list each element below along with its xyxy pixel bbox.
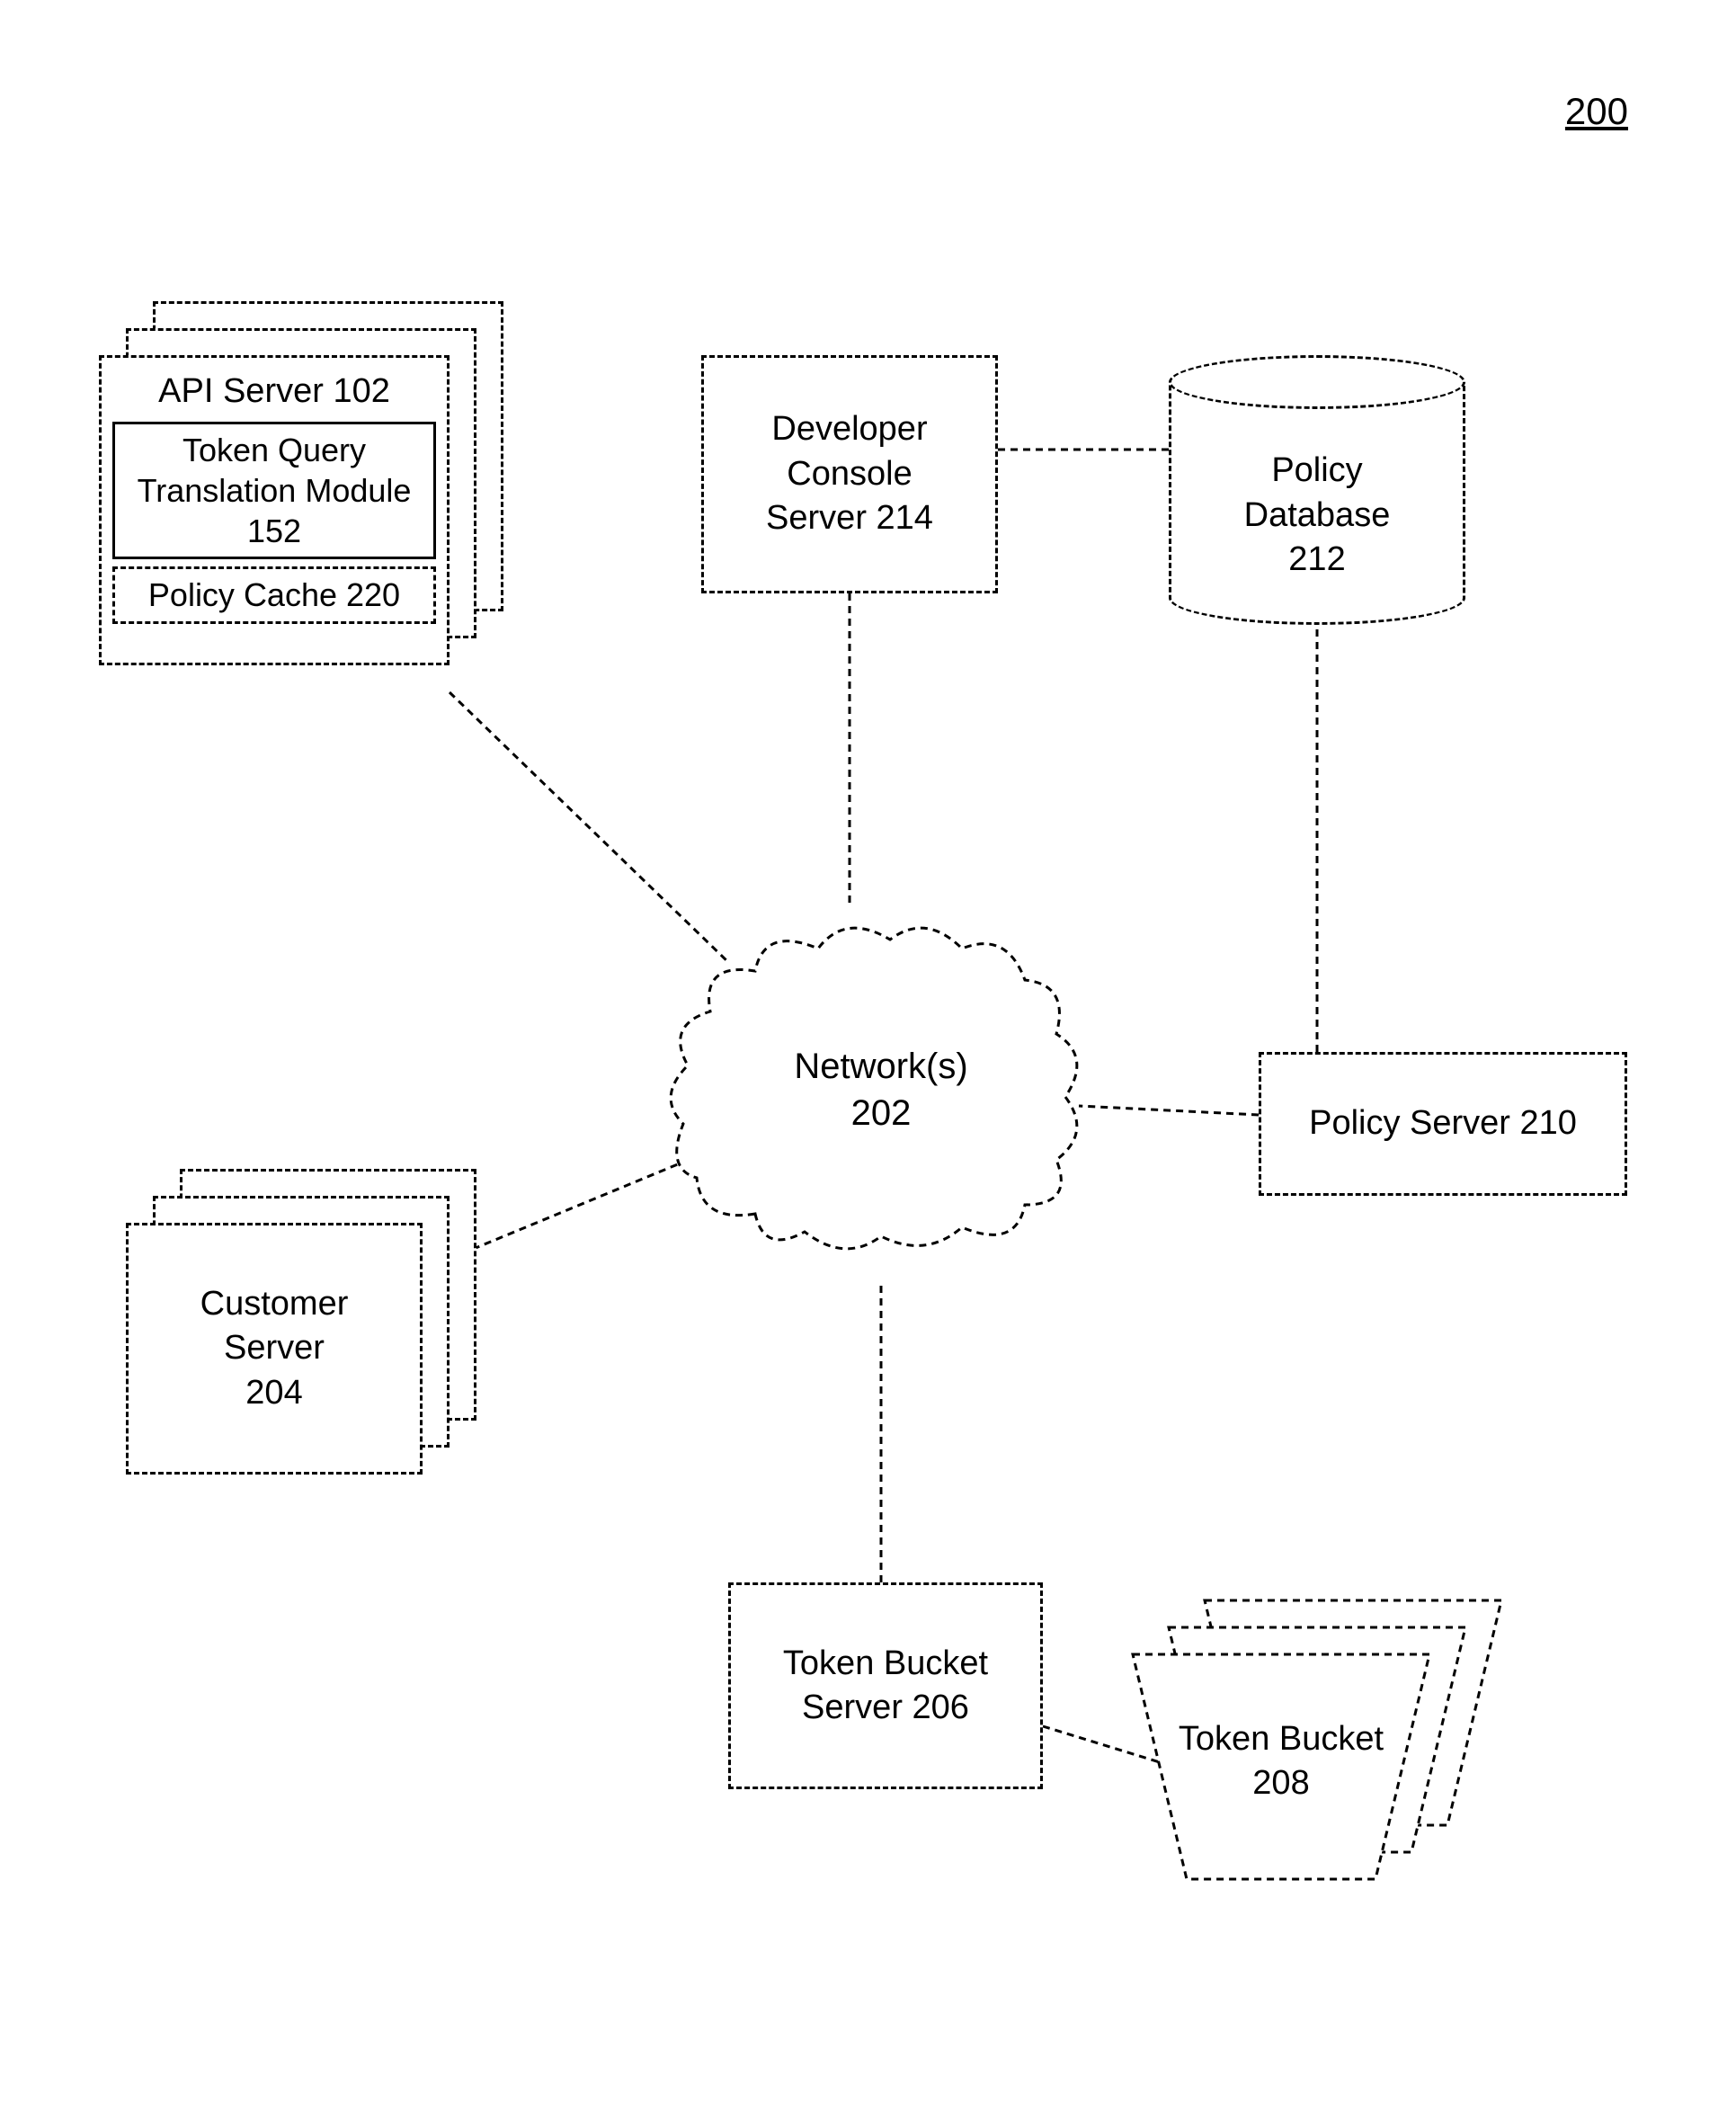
token-bucket-node: Token Bucket 208 (1124, 1645, 1438, 1893)
developer-console-node: Developer Console Server 214 (701, 355, 998, 593)
customer-server-node: Customer Server 204 (126, 1223, 423, 1475)
network-cloud-label: Network(s) 202 (782, 1043, 980, 1136)
token-bucket-server-node: Token Bucket Server 206 (728, 1582, 1043, 1789)
api-server-title: API Server 102 (102, 367, 447, 414)
policy-database-node: Policy Database 212 (1169, 355, 1465, 625)
policy-server-node: Policy Server 210 (1259, 1052, 1627, 1196)
policy-cache: Policy Cache 220 (112, 566, 436, 624)
system-architecture-diagram: 200 API Server 102 Token Query Translati… (0, 0, 1736, 2103)
api-server-node: API Server 102 Token Query Translation M… (99, 355, 450, 665)
token-query-module: Token Query Translation Module 152 (112, 422, 436, 559)
